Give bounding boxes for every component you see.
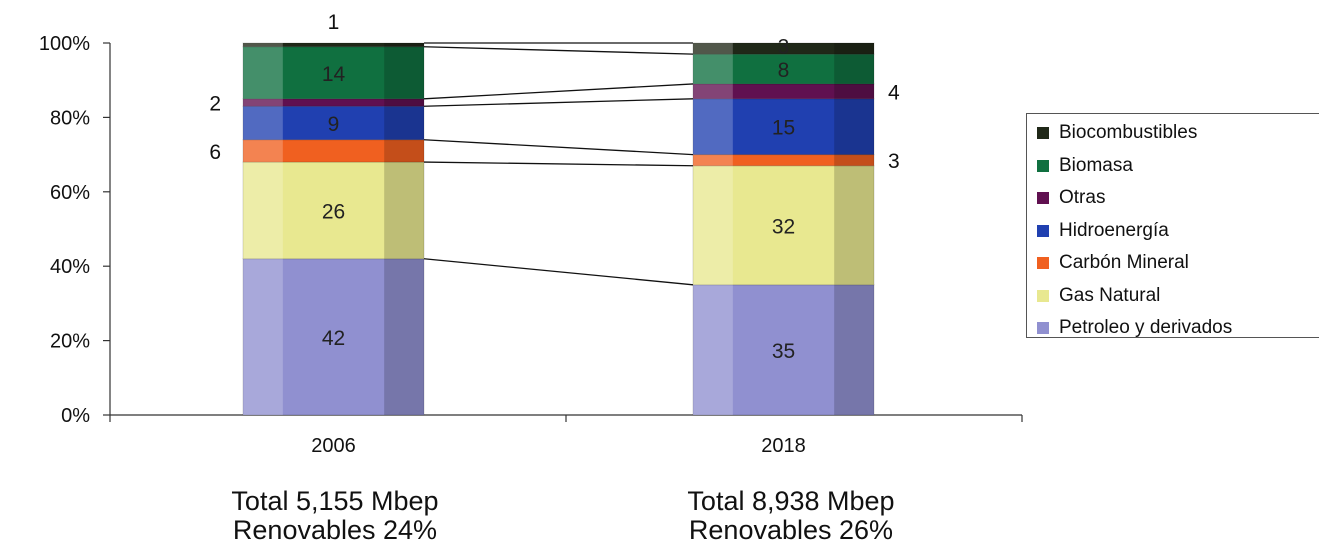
value-label-gas-natural-2018: 32 <box>772 215 795 238</box>
legend-swatch <box>1037 224 1049 237</box>
bar-shade <box>834 165 874 285</box>
legend-swatch <box>1037 127 1049 139</box>
bar-shade <box>834 83 874 99</box>
bar-highlight <box>693 98 733 155</box>
bar-biocombustibles-2018 <box>692 42 875 55</box>
bar-petroleo-y-derivados-2018 <box>692 284 875 416</box>
y-tick-label: 60% <box>50 182 90 204</box>
bar-highlight <box>243 258 283 415</box>
bar-gas-natural-2006 <box>242 161 425 260</box>
legend-item-gas-natural: Gas Natural <box>1037 283 1160 309</box>
legend-item-petroleo-y-derivados: Petroleo y derivados <box>1037 315 1232 341</box>
legend-label: Hidroenergía <box>1059 219 1169 241</box>
y-tick-label: 20% <box>50 331 90 353</box>
value-label-otras-2018: 4 <box>888 81 900 104</box>
legend-swatch <box>1037 322 1049 334</box>
value-label-petroleo-y-derivados-2006: 42 <box>322 327 345 350</box>
connector-otras <box>423 83 694 100</box>
bar-shade <box>834 154 874 166</box>
legend-label: Biomasa <box>1059 154 1133 176</box>
y-tick-label: 40% <box>50 256 90 278</box>
bar-shade <box>384 162 424 259</box>
y-tick-label: 0% <box>61 405 90 427</box>
bar-gas-natural-2018 <box>692 165 875 286</box>
value-label-carbon-mineral-2018: 3 <box>888 150 900 173</box>
legend-item-hidroenergia: Hidroenergía <box>1037 218 1169 244</box>
value-label-petroleo-y-derivados-2018: 35 <box>772 340 795 363</box>
footer-renewables-2018: Renovables 26% <box>688 515 894 545</box>
bar-highlight <box>243 106 283 140</box>
bar-shade <box>384 258 424 415</box>
bar-biomasa-2018 <box>692 53 875 85</box>
legend-label: Otras <box>1059 187 1106 208</box>
connector-gas-natural <box>423 161 694 167</box>
connector-petroleo-y-derivados <box>423 258 694 286</box>
legend-swatch <box>1037 159 1049 172</box>
bar-highlight <box>243 46 283 99</box>
bar-shade <box>834 43 874 55</box>
value-label-carbon-mineral-2006: 6 <box>209 141 221 164</box>
bar-shade <box>384 106 424 140</box>
bar-hidroenergia-2018 <box>692 98 875 156</box>
legend-swatch <box>1037 257 1049 269</box>
legend-label: Petroleo y derivados <box>1059 317 1233 338</box>
legend-item-biocombustibles: Biocombustibles <box>1037 120 1197 146</box>
legend-item-carbon-mineral: Carbón Mineral <box>1037 250 1189 276</box>
footer-total-2006: Total 5,155 Mbep <box>231 486 439 516</box>
connector-carbon-mineral <box>423 139 694 156</box>
bar-shade <box>834 54 874 84</box>
value-label-hidroenergia-2006: 9 <box>328 113 340 136</box>
bar-biomasa-2006 <box>242 46 425 100</box>
value-label-gas-natural-2006: 26 <box>322 200 345 223</box>
bar-highlight <box>693 83 733 99</box>
bar-shade <box>384 43 424 47</box>
bar-highlight <box>243 139 283 163</box>
bar-shade <box>384 139 424 163</box>
legend-label: Carbón Mineral <box>1059 252 1189 273</box>
value-label-biocombustibles-2018: 3 <box>778 36 790 59</box>
x-tick-label: 2006 <box>311 435 356 457</box>
y-tick-label: 100% <box>39 33 90 55</box>
bar-highlight <box>693 165 733 285</box>
bar-highlight <box>243 98 283 107</box>
legend-item-otras: Otras <box>1037 185 1105 211</box>
bar-shade <box>384 98 424 107</box>
y-tick-label: 80% <box>50 107 90 129</box>
bar-shade <box>834 98 874 155</box>
legend-swatch <box>1037 289 1049 302</box>
legend-swatch <box>1037 192 1049 204</box>
bar-highlight <box>693 284 733 415</box>
footer-total-2018: Total 8,938 Mbep <box>687 486 895 516</box>
bar-highlight <box>693 154 733 166</box>
footer-renewables-2006: Renovables 24% <box>232 515 438 545</box>
bar-biocombustibles-2006 <box>242 42 425 48</box>
value-label-biomasa-2006: 14 <box>322 63 346 86</box>
bar-highlight <box>243 43 283 47</box>
x-tick-label: 2018 <box>761 435 806 457</box>
bar-shade <box>384 46 424 99</box>
value-label-hidroenergia-2018: 15 <box>772 117 795 140</box>
bar-highlight <box>243 162 283 259</box>
value-label-biomasa-2018: 8 <box>778 59 790 82</box>
value-label-otras-2006: 2 <box>209 93 221 116</box>
footer-2006: Total 5,155 Mbep Renovables 24% <box>155 487 515 545</box>
bar-highlight <box>693 43 733 55</box>
legend-label: Biocombustibles <box>1059 122 1198 143</box>
bar-highlight <box>693 54 733 84</box>
bar-petroleo-y-derivados-2006 <box>242 258 425 416</box>
bar-hidroenergia-2006 <box>242 105 425 141</box>
connector-biomasa <box>423 46 694 55</box>
footer-2018: Total 8,938 Mbep Renovables 26% <box>611 487 971 545</box>
chart-legend: Biocombustibles Biomasa Otras Hidroenergía C… <box>1026 113 1319 338</box>
legend-item-biomasa: Biomasa <box>1037 153 1133 179</box>
legend-label: Gas Natural <box>1059 284 1161 306</box>
value-label-biocombustibles-2006: 1 <box>328 11 340 34</box>
bar-shade <box>834 284 874 415</box>
connector-hidroenergia <box>423 98 694 107</box>
